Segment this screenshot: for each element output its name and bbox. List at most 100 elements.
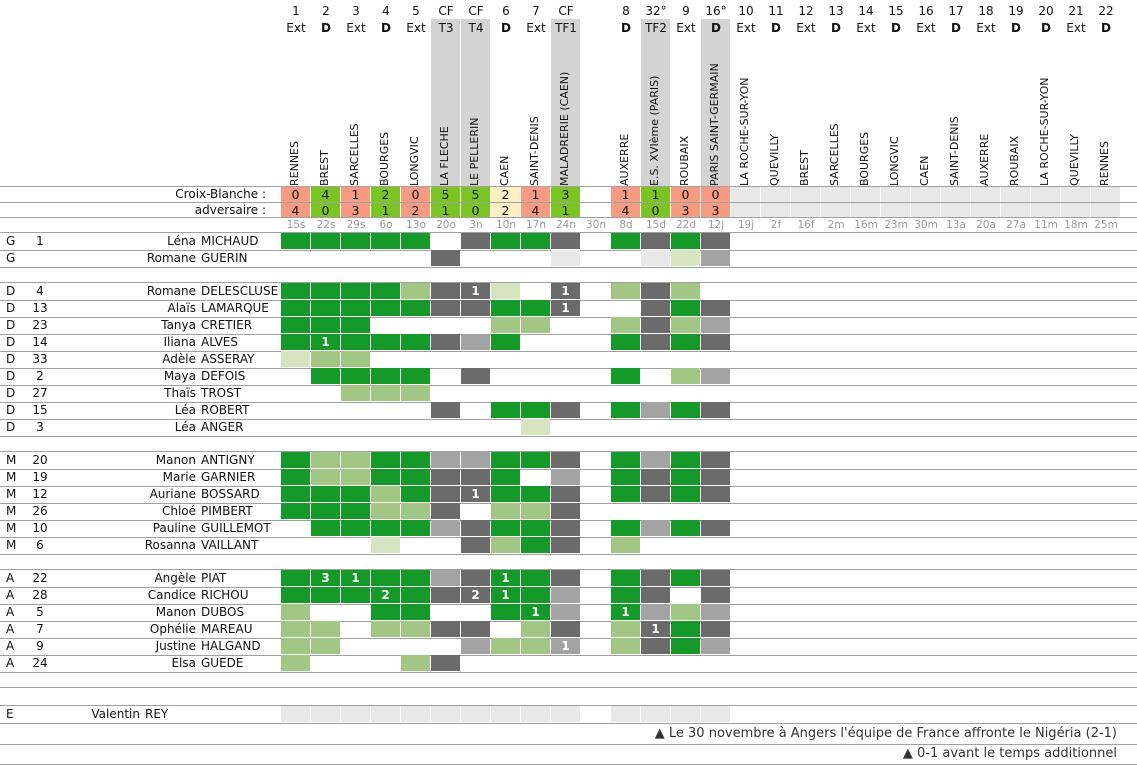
appearance-cell[interactable] — [611, 706, 640, 722]
opponent-name[interactable]: BOURGES — [371, 40, 401, 186]
appearance-cell[interactable] — [341, 452, 370, 468]
staff-row[interactable]: E Valentin REY — [0, 706, 1137, 723]
appearance-cell[interactable] — [671, 638, 700, 654]
appearance-cell[interactable] — [551, 452, 580, 468]
appearance-cell[interactable] — [311, 520, 340, 536]
appearance-cell[interactable] — [521, 486, 550, 502]
appearance-cell[interactable] — [401, 503, 430, 519]
appearance-cell[interactable] — [671, 469, 700, 485]
appearance-cell[interactable] — [341, 334, 370, 350]
appearance-cell[interactable] — [491, 537, 520, 553]
goal-cell[interactable]: 1 — [461, 486, 490, 502]
appearance-cell[interactable] — [521, 419, 550, 435]
appearance-cell[interactable] — [671, 233, 700, 249]
appearance-cell[interactable] — [701, 233, 730, 249]
appearance-cell[interactable] — [401, 469, 430, 485]
appearance-cell[interactable] — [371, 503, 400, 519]
player-row[interactable]: A 5 Manon DUBOS 1 1 — [0, 604, 1137, 621]
goal-cell[interactable]: 1 — [311, 334, 340, 350]
appearance-cell[interactable] — [431, 570, 460, 586]
appearance-cell[interactable] — [641, 604, 670, 620]
appearance-cell[interactable] — [491, 334, 520, 350]
appearance-cell[interactable] — [551, 486, 580, 502]
appearance-cell[interactable] — [431, 520, 460, 536]
opponent-name[interactable]: SARCELLES — [341, 40, 371, 186]
appearance-cell[interactable] — [521, 452, 550, 468]
appearance-cell[interactable] — [461, 368, 490, 384]
appearance-cell[interactable] — [281, 655, 310, 671]
appearance-cell[interactable] — [551, 621, 580, 637]
appearance-cell[interactable] — [461, 300, 490, 316]
appearance-cell[interactable] — [551, 706, 580, 722]
appearance-cell[interactable] — [611, 621, 640, 637]
appearance-cell[interactable] — [521, 587, 550, 603]
appearance-cell[interactable] — [311, 621, 340, 637]
player-row[interactable]: M 19 Marie GARNIER — [0, 469, 1137, 486]
appearance-cell[interactable] — [371, 537, 400, 553]
appearance-cell[interactable] — [521, 520, 550, 536]
appearance-cell[interactable] — [341, 385, 370, 401]
appearance-cell[interactable] — [461, 570, 490, 586]
opponent-name[interactable]: BOURGES — [851, 40, 881, 186]
appearance-cell[interactable] — [611, 317, 640, 333]
appearance-cell[interactable] — [311, 503, 340, 519]
appearance-cell[interactable] — [611, 402, 640, 418]
appearance-cell[interactable] — [281, 300, 310, 316]
appearance-cell[interactable] — [551, 520, 580, 536]
appearance-cell[interactable] — [641, 334, 670, 350]
goal-cell[interactable]: 1 — [491, 570, 520, 586]
appearance-cell[interactable] — [401, 334, 430, 350]
appearance-cell[interactable] — [551, 587, 580, 603]
player-row[interactable]: A 24 Elsa GUEDE — [0, 655, 1137, 672]
appearance-cell[interactable] — [641, 486, 670, 502]
appearance-cell[interactable] — [341, 317, 370, 333]
appearance-cell[interactable] — [641, 452, 670, 468]
appearance-cell[interactable] — [341, 520, 370, 536]
goal-cell[interactable]: 1 — [491, 587, 520, 603]
opponent-name[interactable]: SAINT-DENIS — [521, 40, 551, 186]
appearance-cell[interactable] — [491, 300, 520, 316]
appearance-cell[interactable] — [671, 621, 700, 637]
appearance-cell[interactable] — [461, 638, 490, 654]
appearance-cell[interactable] — [341, 368, 370, 384]
opponent-name[interactable]: SARCELLES — [821, 40, 851, 186]
appearance-cell[interactable] — [401, 486, 430, 502]
appearance-cell[interactable] — [701, 300, 730, 316]
player-row[interactable]: D 2 Maya DEFOIS — [0, 368, 1137, 385]
appearance-cell[interactable] — [551, 250, 580, 266]
opponent-name[interactable]: PARIS SAINT-GERMAIN — [701, 40, 731, 186]
appearance-cell[interactable] — [521, 638, 550, 654]
appearance-cell[interactable] — [701, 452, 730, 468]
appearance-cell[interactable] — [431, 334, 460, 350]
appearance-cell[interactable] — [431, 655, 460, 671]
appearance-cell[interactable] — [311, 283, 340, 299]
appearance-cell[interactable] — [311, 317, 340, 333]
appearance-cell[interactable] — [401, 300, 430, 316]
appearance-cell[interactable] — [641, 233, 670, 249]
appearance-cell[interactable] — [611, 368, 640, 384]
appearance-cell[interactable] — [671, 283, 700, 299]
appearance-cell[interactable] — [491, 520, 520, 536]
appearance-cell[interactable] — [431, 706, 460, 722]
appearance-cell[interactable] — [371, 300, 400, 316]
appearance-cell[interactable] — [401, 706, 430, 722]
appearance-cell[interactable] — [281, 283, 310, 299]
appearance-cell[interactable] — [521, 300, 550, 316]
appearance-cell[interactable] — [281, 570, 310, 586]
appearance-cell[interactable] — [341, 283, 370, 299]
appearance-cell[interactable] — [671, 250, 700, 266]
goal-cell[interactable]: 1 — [551, 283, 580, 299]
goal-cell[interactable]: 1 — [461, 283, 490, 299]
appearance-cell[interactable] — [551, 537, 580, 553]
appearance-cell[interactable] — [401, 452, 430, 468]
opponent-name[interactable]: LA ROCHE-SUR-YON — [1031, 40, 1061, 186]
appearance-cell[interactable] — [401, 520, 430, 536]
appearance-cell[interactable] — [371, 469, 400, 485]
opponent-name[interactable]: LE PELLERIN — [461, 40, 491, 186]
player-row[interactable]: D 15 Léa ROBERT — [0, 402, 1137, 419]
opponent-name[interactable]: AUXERRE — [611, 40, 641, 186]
appearance-cell[interactable] — [641, 520, 670, 536]
appearance-cell[interactable] — [311, 300, 340, 316]
appearance-cell[interactable] — [701, 604, 730, 620]
appearance-cell[interactable] — [701, 469, 730, 485]
